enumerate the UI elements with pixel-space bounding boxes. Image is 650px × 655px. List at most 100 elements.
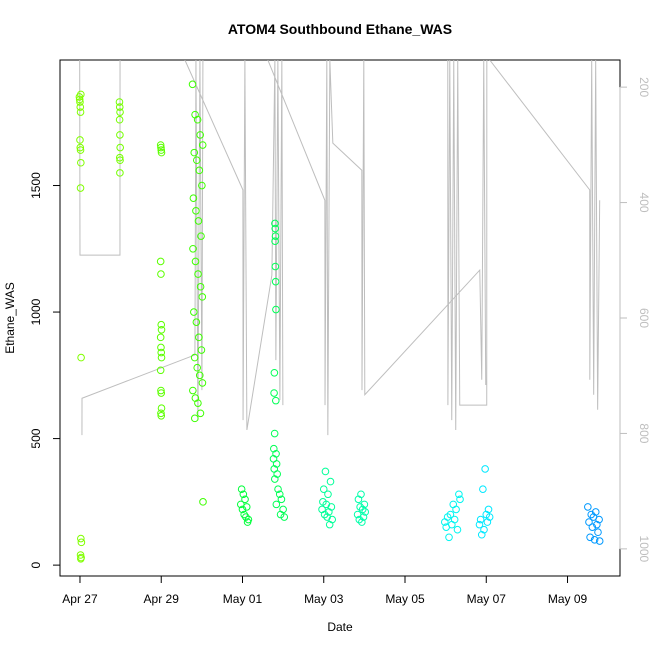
data-point [156, 257, 165, 266]
data-point [157, 343, 165, 352]
data-point [76, 136, 84, 144]
data-point [188, 80, 197, 89]
data-point [356, 503, 364, 511]
data-point [194, 270, 202, 278]
y2-tick-label: 800 [637, 423, 650, 443]
data-point [244, 515, 253, 524]
data-point [481, 465, 489, 473]
data-point [194, 399, 202, 407]
data-point [192, 156, 201, 165]
data-point [76, 143, 85, 152]
data-point [593, 520, 601, 529]
data-point [237, 485, 246, 493]
data-point [585, 518, 593, 526]
data-point [586, 533, 594, 542]
data-point [197, 346, 206, 354]
data-point [195, 333, 203, 342]
data-point [116, 108, 124, 116]
data-point [157, 348, 166, 357]
x-tick-label: May 05 [385, 592, 425, 606]
data-point [157, 325, 166, 334]
data-point [588, 523, 597, 531]
data-point [484, 505, 493, 514]
y2-tick-label: 400 [637, 193, 650, 213]
data-point [272, 305, 280, 314]
data-point [157, 409, 165, 418]
data-point [270, 444, 278, 453]
plot-area [75, 60, 604, 563]
data-point [358, 518, 366, 526]
data-point [198, 293, 207, 301]
data-point [584, 503, 592, 511]
data-point [239, 490, 248, 499]
data-point [77, 158, 85, 167]
data-point [196, 282, 205, 291]
data-point [157, 404, 166, 413]
data-point [452, 505, 460, 514]
data-point [270, 389, 278, 397]
data-point [595, 537, 604, 545]
data-point [77, 538, 86, 547]
x-tick-label: Apr 27 [62, 592, 98, 606]
data-point [361, 508, 370, 516]
data-point [76, 103, 85, 111]
data-point [271, 396, 280, 405]
data-point [280, 513, 289, 521]
data-point [115, 98, 124, 106]
data-point [156, 141, 165, 149]
data-point [274, 485, 282, 493]
data-point [479, 485, 487, 493]
data-point [319, 485, 328, 493]
data-point [191, 414, 199, 423]
data-point [157, 386, 165, 395]
y-axis-label: Ethane_WAS [3, 282, 17, 354]
data-point [320, 510, 329, 519]
data-point [455, 490, 463, 499]
data-point [195, 371, 204, 380]
data-point [456, 495, 464, 504]
data-point [242, 503, 251, 511]
data-point [595, 515, 603, 524]
data-point [198, 141, 207, 149]
data-point [355, 515, 364, 524]
data-point [157, 148, 166, 157]
data-point [195, 166, 204, 175]
data-point [450, 515, 459, 524]
data-point [475, 520, 484, 529]
data-point [321, 467, 330, 476]
data-point [76, 184, 85, 192]
data-point [453, 525, 462, 534]
data-point [270, 368, 279, 377]
x-tick-label: Apr 29 [144, 592, 180, 606]
data-point [198, 181, 206, 190]
x-tick-label: May 07 [467, 592, 507, 606]
data-point [271, 224, 280, 233]
plot-frame [59, 59, 621, 577]
data-point [587, 510, 596, 519]
data-point [189, 244, 197, 253]
x-axis-label: Date [327, 620, 353, 634]
data-point [238, 505, 247, 514]
data-point [193, 115, 202, 124]
data-point [483, 518, 492, 526]
data-point [76, 108, 85, 116]
data-point [115, 115, 124, 124]
data-point [116, 131, 124, 139]
data-point [157, 320, 166, 329]
data-point [115, 103, 124, 111]
data-point [156, 333, 165, 342]
y-tick-label: 1000 [29, 298, 43, 325]
data-point [197, 232, 205, 240]
y-tick-label: 1500 [29, 172, 43, 199]
data-point [116, 169, 124, 177]
data-point [115, 153, 124, 162]
data-point [445, 533, 453, 542]
data-point [77, 353, 85, 362]
data-point [277, 495, 286, 504]
data-point [448, 520, 456, 529]
data-point [590, 536, 599, 544]
data-point [190, 148, 199, 157]
data-point [199, 498, 207, 506]
